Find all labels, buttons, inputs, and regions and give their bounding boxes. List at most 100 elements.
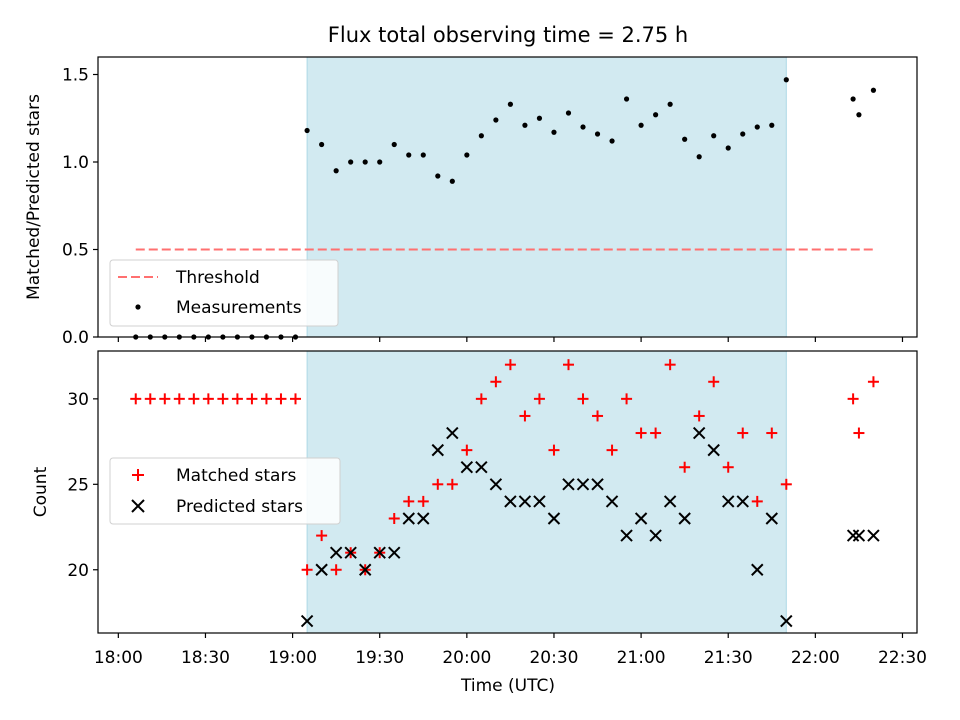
marker-stroke [358,563,372,576]
measurement-point [653,112,659,118]
marker-stroke [634,512,648,525]
matched-star-point [188,393,200,405]
predicted-star-point [431,443,445,457]
matched-star-point [130,393,142,405]
measurement-point [856,112,862,118]
matched-star-point [533,393,545,405]
measurement-point [464,152,470,158]
predicted-star-point [373,546,386,559]
matched-star-point [403,495,415,507]
predicted-star-point [852,529,866,542]
marker-stroke [751,563,764,576]
matched-star-point [330,564,342,576]
measurement-point [478,133,484,139]
predicted-star-point [344,546,357,559]
matched-star-point [737,427,749,439]
predicted-star-point [663,495,677,508]
predicted-star-point [300,614,314,628]
predicted-star-point [692,426,706,440]
predicted-star-point [518,495,532,508]
y-axis-label-bottom: Count [31,466,51,517]
chart-title: Flux total observing time = 2.75 h [328,23,688,47]
x-tick-label: 19:00 [268,648,317,668]
x-tick-marks-top [117,337,904,342]
predicted-star-point [446,426,459,440]
marker-stroke [300,614,314,628]
matched-star-point [504,359,516,371]
measurement-point [769,122,775,128]
measurement-point [711,133,717,139]
marker-stroke [329,546,343,559]
measurement-point [304,127,310,134]
marker-stroke [780,614,793,628]
measurement-point [507,101,514,107]
predicted-stars-series [300,426,880,628]
measurement-point [696,154,702,160]
matched-star-point [780,478,792,490]
matched-star-point [722,461,734,473]
measurement-point [594,131,601,137]
matched-star-point [446,478,458,490]
predicted-star-point [736,495,749,508]
y-tick-label: 20 [67,561,89,581]
observing-window-fill [307,57,787,337]
matched-star-point [217,393,229,405]
observing-window-span-bottom [306,351,787,633]
x-tick-label: 21:00 [617,648,666,668]
marker-stroke [533,495,546,508]
matched-star-point [246,393,258,405]
marker-stroke [431,443,445,457]
matched-star-point [650,427,662,439]
marker-stroke [867,529,880,542]
measurement-point [623,96,630,102]
marker-stroke [518,495,532,508]
predicted-star-point [315,563,328,576]
marker-stroke [736,495,749,508]
predicted-star-point [780,614,793,628]
legend-predicted-label: Predicted stars [176,497,303,517]
predicted-star-point [765,512,778,525]
marker-stroke [591,478,604,491]
measurement-point [580,124,586,130]
x-tick-label: 22:00 [791,648,840,668]
measurement-point [319,141,325,148]
matched-star-point [490,376,502,388]
x-tick-label: 20:00 [442,648,491,668]
marker-stroke [446,426,459,440]
matched-stars-series [130,359,879,576]
y-tick-label: 1.0 [62,153,89,173]
measurement-point [638,122,644,128]
predicted-star-point [460,461,474,474]
marker-stroke [846,529,860,542]
marker-stroke [692,426,706,440]
measurement-point [783,77,789,83]
matched-star-point [260,393,272,405]
legend-bottom: Matched stars Predicted stars [109,457,341,525]
matched-star-point [621,393,633,405]
matched-star-point [432,478,444,490]
measurement-point [449,178,455,184]
predicted-star-point [562,478,575,491]
marker-stroke [707,443,720,457]
measurement-point [667,101,673,107]
measurement-point [536,115,543,121]
measurement-point [565,110,572,116]
measurement-point [391,141,397,148]
predicted-star-point [489,478,503,491]
matched-star-point [867,376,879,388]
predicted-star-point [634,512,648,525]
matched-star-point [664,359,676,371]
legend-frame-top [109,259,339,327]
predicted-star-point [722,495,735,508]
matched-star-point [751,495,763,507]
observing-window-span-top [306,57,787,337]
predicted-star-point [846,529,860,542]
matched-star-point [562,359,574,371]
marker-stroke [722,495,735,508]
marker-stroke [678,512,691,525]
x-tick-label: 22:30 [878,648,927,668]
marker-stroke [620,529,633,542]
marker-stroke [402,512,415,525]
marker-stroke [547,512,561,525]
measurement-point [348,159,354,165]
